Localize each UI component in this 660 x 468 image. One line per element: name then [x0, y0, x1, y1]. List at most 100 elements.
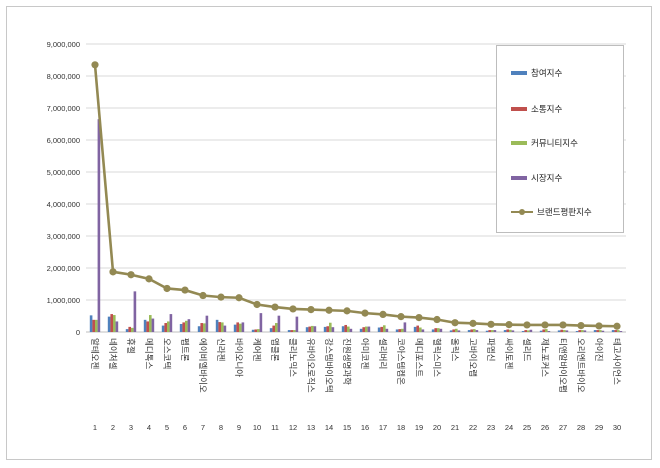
- x-category-label: 바이오니아: [234, 338, 244, 377]
- bar: [311, 325, 314, 332]
- bar: [385, 328, 389, 332]
- x-category-label: 오리엔트바이오: [576, 338, 586, 393]
- x-rank-label: 26: [541, 423, 549, 432]
- x-rank-label: 25: [523, 423, 531, 432]
- x-rank-label: 14: [325, 423, 333, 432]
- line-point: [541, 321, 549, 329]
- line-point: [271, 303, 279, 311]
- bar: [449, 330, 453, 332]
- bar: [323, 326, 327, 332]
- bar: [236, 322, 239, 332]
- bar: [521, 331, 525, 332]
- x-category-label: 메디포스트: [414, 338, 424, 377]
- legend-item-participation: 참여지수: [511, 66, 562, 80]
- bar: [413, 326, 417, 332]
- legend-swatch-green: [511, 141, 527, 145]
- bar: [593, 330, 597, 332]
- bar: [277, 315, 281, 332]
- line-point: [361, 309, 369, 317]
- x-rank-label: 23: [487, 423, 495, 432]
- bar: [167, 321, 170, 332]
- x-category-label: 펩트론: [180, 338, 190, 362]
- bar: [305, 327, 309, 332]
- line-point: [343, 307, 351, 315]
- legend-label: 소통지수: [531, 105, 563, 115]
- x-category-label: 클리노믹스: [288, 338, 298, 377]
- bar: [557, 330, 561, 332]
- bar: [506, 329, 509, 332]
- line-point: [613, 322, 621, 330]
- x-rank-label: 11: [271, 423, 279, 432]
- y-tick-label: 2,000,000: [47, 264, 80, 273]
- bar: [539, 330, 543, 332]
- bar: [200, 323, 203, 332]
- x-rank-label: 18: [397, 423, 405, 432]
- x-rank-label: 29: [595, 423, 603, 432]
- x-rank-label: 8: [219, 423, 223, 432]
- line-point: [163, 284, 171, 293]
- x-category-label: 앱클론: [270, 338, 280, 362]
- y-tick-label: 1,000,000: [47, 296, 80, 305]
- x-rank-label: 19: [415, 423, 423, 432]
- line-point: [181, 286, 189, 294]
- bar: [169, 314, 173, 332]
- bar: [542, 329, 545, 332]
- bar: [259, 313, 263, 332]
- x-rank-label: 10: [253, 423, 261, 432]
- bar: [95, 319, 98, 332]
- line-point: [217, 293, 225, 301]
- x-category-label: 테고사이언스: [612, 338, 622, 385]
- line-point: [145, 275, 153, 283]
- bar: [365, 326, 368, 332]
- bar: [308, 326, 311, 332]
- bar: [107, 316, 111, 332]
- line-point: [433, 315, 441, 324]
- bar: [527, 330, 530, 332]
- bar: [583, 330, 587, 332]
- x-axis-category-labels: 알테오젠 네이처셀 휴젤 메디톡스 오스코텍 펩트론 에이비엘바이오 신라젠 바이오니아 케어젠 앱…: [90, 338, 622, 393]
- bar: [575, 331, 579, 332]
- bar: [223, 325, 227, 332]
- y-tick-label: 5,000,000: [47, 168, 80, 177]
- bar: [203, 323, 206, 332]
- x-category-label: 코아스템켐온: [396, 338, 406, 385]
- bar: [437, 328, 440, 332]
- line-point: [505, 321, 513, 329]
- bar: [431, 329, 435, 332]
- line-point: [487, 320, 495, 328]
- bar: [293, 330, 296, 332]
- bar: [233, 324, 237, 332]
- x-rank-label: 9: [237, 423, 241, 432]
- x-category-label: 네이처셀: [108, 338, 118, 369]
- bar: [611, 330, 615, 332]
- line-point: [325, 306, 333, 314]
- y-tick-label: 7,000,000: [47, 104, 80, 113]
- x-category-label: 신라젠: [216, 338, 226, 362]
- x-category-label: 셀리드: [522, 338, 532, 362]
- legend-label: 참여지수: [531, 69, 563, 79]
- line-point: [451, 319, 459, 327]
- bar: [457, 330, 461, 332]
- bar: [269, 328, 273, 332]
- x-category-label: 셀리버리: [378, 338, 388, 369]
- line-point: [91, 61, 99, 69]
- bar: [596, 330, 599, 332]
- bar: [439, 328, 443, 332]
- y-tick-label: 0: [76, 328, 80, 337]
- x-category-label: 고바이오랩: [468, 338, 478, 377]
- bar: [197, 326, 201, 332]
- bar: [485, 330, 489, 332]
- y-tick-label: 6,000,000: [47, 136, 80, 145]
- x-category-label: 에이비엘바이오: [198, 338, 208, 393]
- legend-item-community: 커뮤니티지수: [511, 136, 578, 150]
- x-category-label: 오스코텍: [162, 338, 172, 369]
- x-category-label: 아미코젠: [360, 338, 370, 369]
- line-point: [595, 322, 603, 330]
- bar: [545, 329, 548, 332]
- bar: [491, 330, 494, 332]
- bar: [287, 330, 291, 332]
- bar: [434, 328, 437, 332]
- bar: [272, 325, 275, 332]
- bar: [524, 330, 527, 332]
- bar: [488, 330, 491, 332]
